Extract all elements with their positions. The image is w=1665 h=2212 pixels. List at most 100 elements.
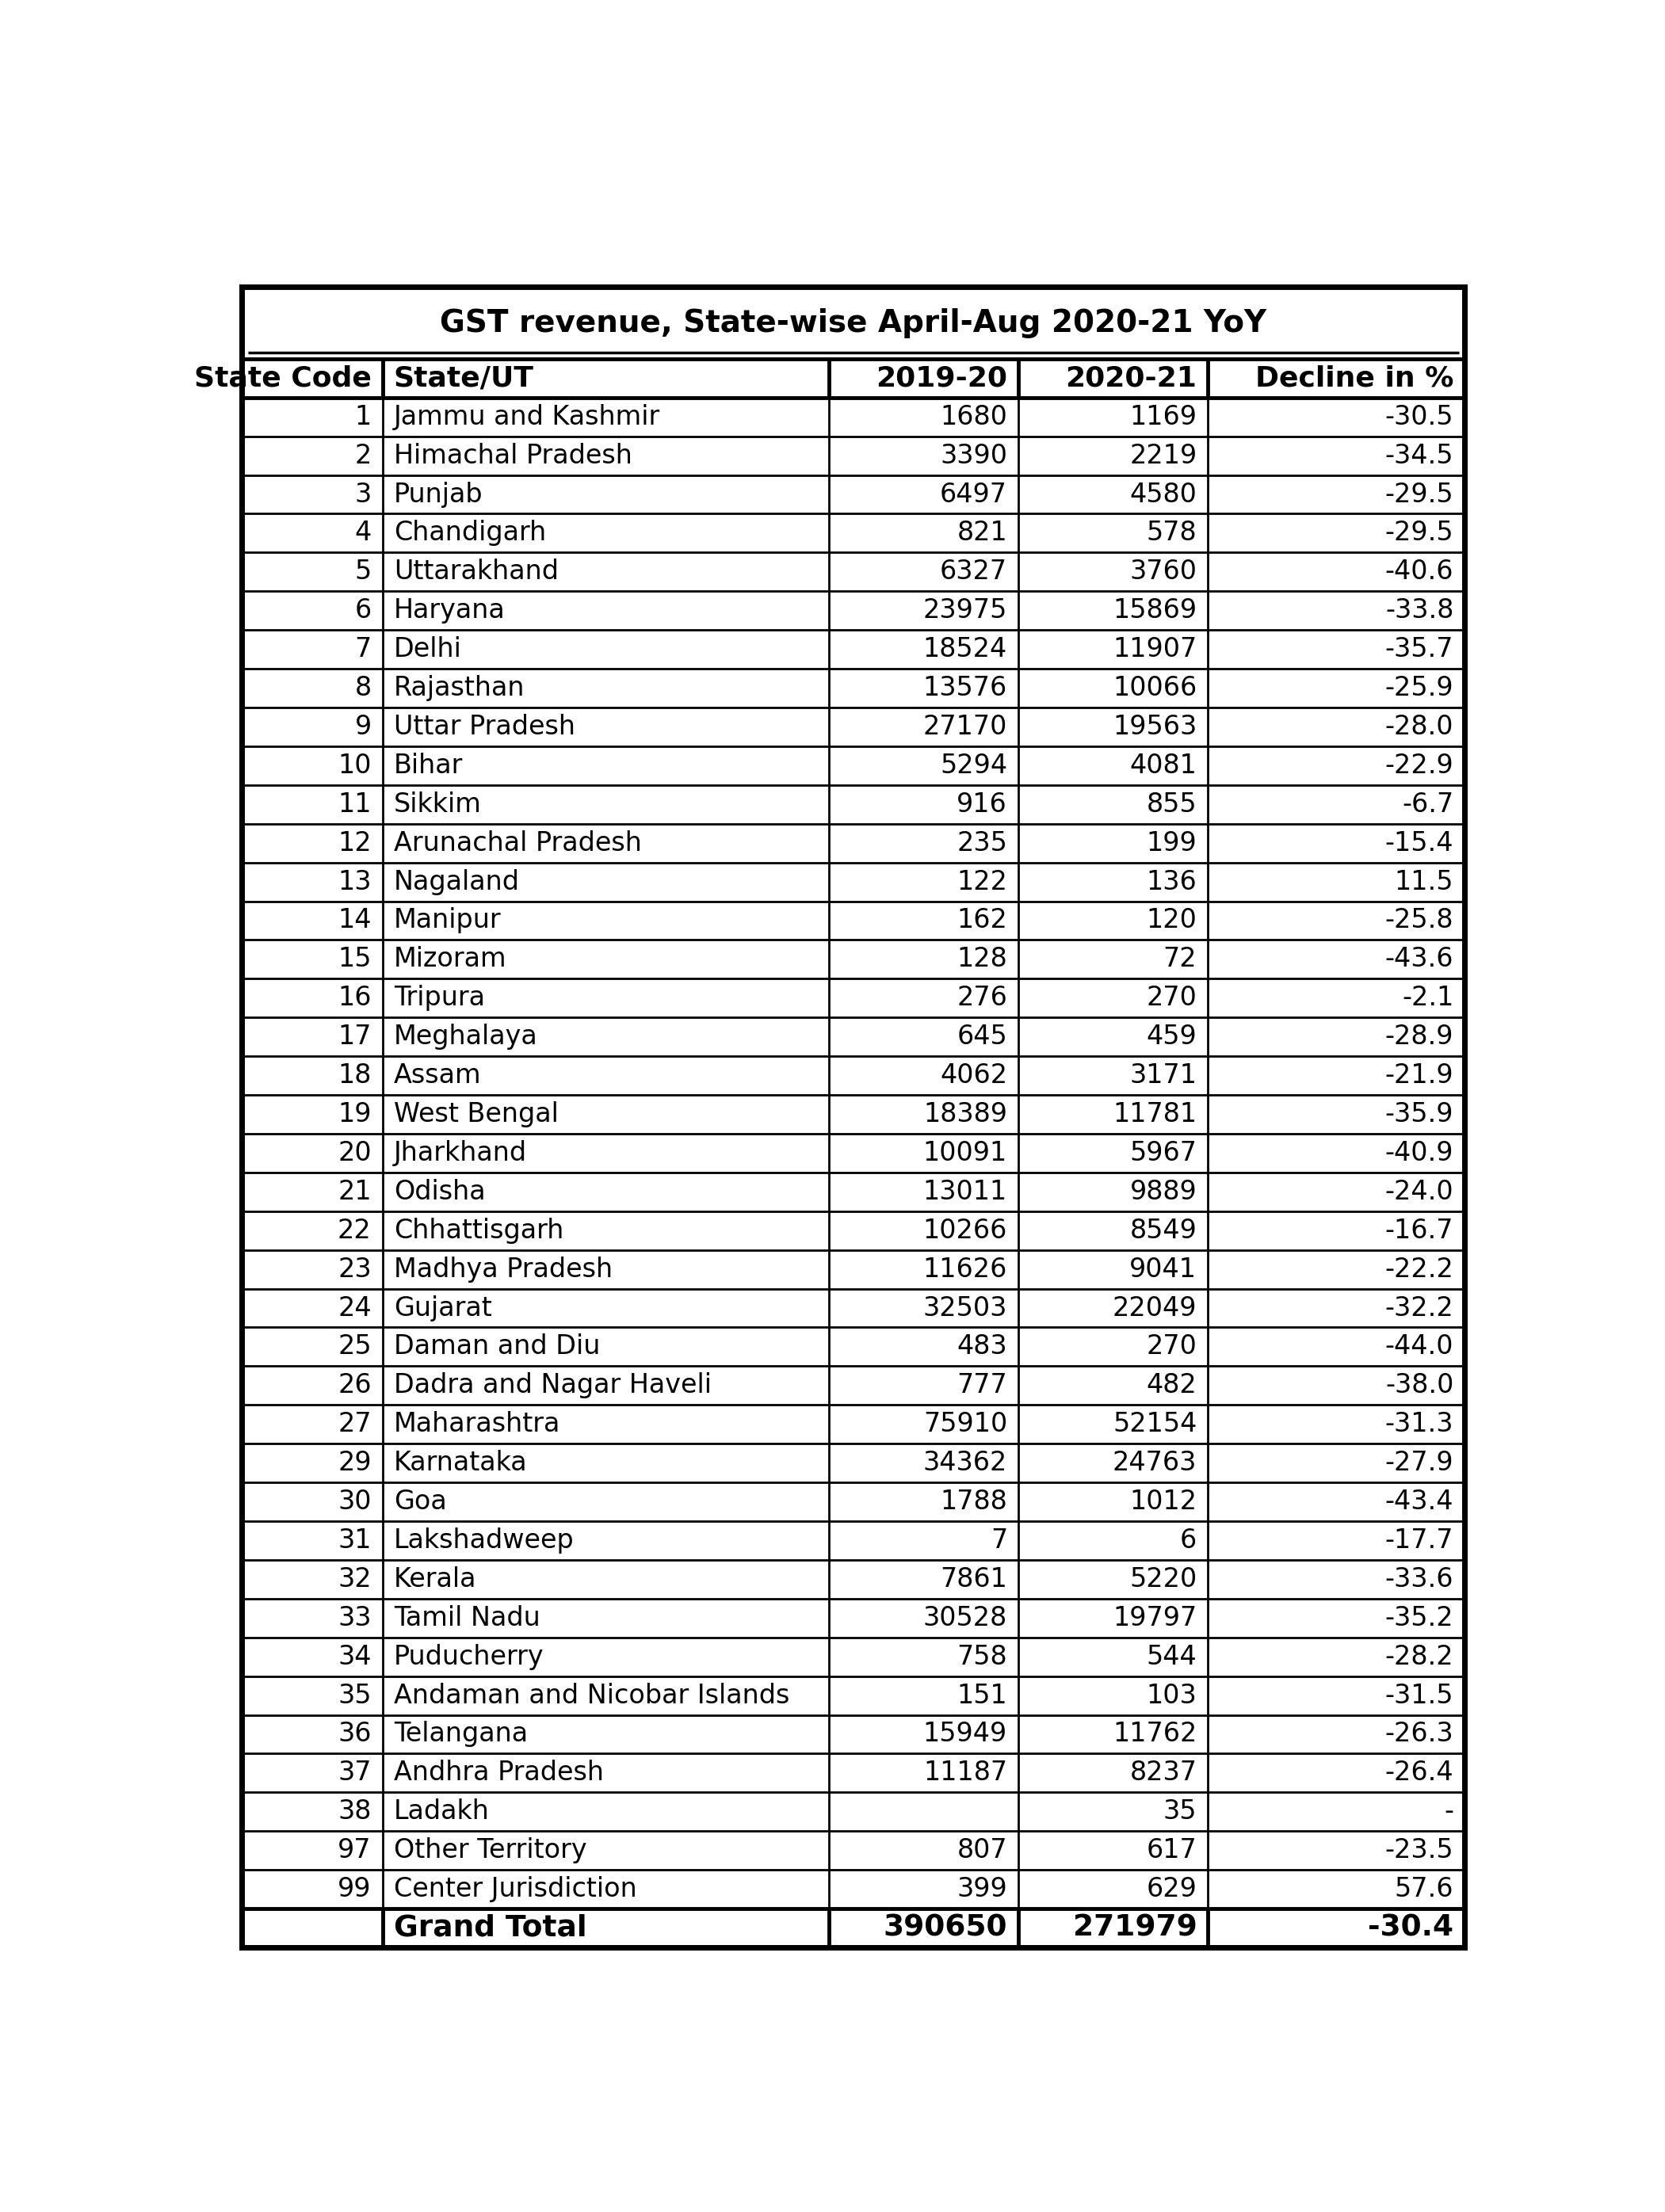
Text: 10: 10 (338, 752, 371, 779)
Text: 9041: 9041 (1129, 1256, 1197, 1283)
Text: 6: 6 (1180, 1528, 1197, 1553)
Text: 9889: 9889 (1131, 1179, 1197, 1206)
Text: 36: 36 (338, 1721, 371, 1747)
Text: 758: 758 (957, 1644, 1007, 1670)
Text: 482: 482 (1147, 1371, 1197, 1398)
Text: 1: 1 (355, 405, 371, 429)
Text: -17.7: -17.7 (1385, 1528, 1454, 1553)
Text: 11762: 11762 (1112, 1721, 1197, 1747)
Text: 821: 821 (957, 520, 1007, 546)
Text: 34362: 34362 (922, 1449, 1007, 1475)
Text: 390650: 390650 (884, 1913, 1007, 1942)
Text: 916: 916 (957, 792, 1007, 818)
Text: 2019-20: 2019-20 (876, 365, 1007, 392)
Text: -23.5: -23.5 (1385, 1838, 1454, 1863)
Text: 6327: 6327 (939, 560, 1007, 584)
Text: 35: 35 (1164, 1798, 1197, 1825)
Text: 7861: 7861 (941, 1566, 1007, 1593)
Text: Uttar Pradesh: Uttar Pradesh (393, 714, 574, 741)
Text: 10066: 10066 (1112, 675, 1197, 701)
Text: 11626: 11626 (922, 1256, 1007, 1283)
Text: -40.9: -40.9 (1385, 1139, 1454, 1166)
Text: 399: 399 (957, 1876, 1007, 1902)
Text: 617: 617 (1147, 1838, 1197, 1863)
Text: Punjab: Punjab (393, 482, 483, 507)
Text: -30.5: -30.5 (1385, 405, 1454, 429)
Text: 4580: 4580 (1129, 482, 1197, 507)
Text: Jharkhand: Jharkhand (393, 1139, 526, 1166)
Text: -26.3: -26.3 (1385, 1721, 1454, 1747)
Text: -35.9: -35.9 (1385, 1102, 1454, 1128)
Text: 270: 270 (1146, 1334, 1197, 1360)
Text: 578: 578 (1147, 520, 1197, 546)
Text: -30.4: -30.4 (1369, 1913, 1454, 1942)
Text: 122: 122 (957, 869, 1007, 896)
Text: 276: 276 (957, 984, 1007, 1011)
Text: 8549: 8549 (1129, 1217, 1197, 1243)
Text: Bihar: Bihar (393, 752, 463, 779)
Text: Other Territory: Other Territory (393, 1838, 586, 1863)
Text: 27170: 27170 (922, 714, 1007, 741)
Text: Tripura: Tripura (393, 984, 485, 1011)
Text: -2.1: -2.1 (1402, 984, 1454, 1011)
Text: 3171: 3171 (1129, 1062, 1197, 1088)
Text: 2219: 2219 (1129, 442, 1197, 469)
Text: -31.5: -31.5 (1385, 1683, 1454, 1708)
Text: 15949: 15949 (922, 1721, 1007, 1747)
Text: Uttarakhand: Uttarakhand (393, 560, 558, 584)
Text: -40.6: -40.6 (1385, 560, 1454, 584)
Text: 31: 31 (338, 1528, 371, 1553)
Text: 4081: 4081 (1129, 752, 1197, 779)
Text: State Code: State Code (195, 365, 371, 392)
Text: -38.0: -38.0 (1385, 1371, 1454, 1398)
Text: 162: 162 (957, 907, 1007, 933)
Text: 10091: 10091 (922, 1139, 1007, 1166)
Text: 12: 12 (338, 830, 371, 856)
Text: 483: 483 (957, 1334, 1007, 1360)
Text: 7: 7 (991, 1528, 1007, 1553)
Text: Andhra Pradesh: Andhra Pradesh (393, 1761, 604, 1785)
Text: Sikkim: Sikkim (393, 792, 481, 818)
Text: -33.8: -33.8 (1385, 597, 1454, 624)
Text: Lakshadweep: Lakshadweep (393, 1528, 574, 1553)
Text: Gujarat: Gujarat (393, 1294, 491, 1321)
Text: 34: 34 (338, 1644, 371, 1670)
Text: 27: 27 (338, 1411, 371, 1438)
Text: 15: 15 (338, 947, 371, 973)
Text: 13576: 13576 (922, 675, 1007, 701)
Text: 30528: 30528 (922, 1606, 1007, 1630)
Text: -33.6: -33.6 (1385, 1566, 1454, 1593)
Text: Puducherry: Puducherry (393, 1644, 544, 1670)
Text: 11187: 11187 (922, 1761, 1007, 1785)
Text: 3390: 3390 (941, 442, 1007, 469)
Text: 37: 37 (338, 1761, 371, 1785)
Text: -6.7: -6.7 (1402, 792, 1454, 818)
Text: -22.9: -22.9 (1385, 752, 1454, 779)
Text: Delhi: Delhi (393, 637, 461, 661)
Text: -27.9: -27.9 (1385, 1449, 1454, 1475)
Text: -44.0: -44.0 (1385, 1334, 1454, 1360)
Text: Karnataka: Karnataka (393, 1449, 528, 1475)
Text: 3760: 3760 (1129, 560, 1197, 584)
Text: 855: 855 (1147, 792, 1197, 818)
Text: 544: 544 (1147, 1644, 1197, 1670)
Text: 629: 629 (1146, 1876, 1197, 1902)
Text: Center Jurisdiction: Center Jurisdiction (393, 1876, 636, 1902)
Text: 23975: 23975 (922, 597, 1007, 624)
Text: 10266: 10266 (922, 1217, 1007, 1243)
Text: Tamil Nadu: Tamil Nadu (393, 1606, 539, 1630)
Text: Kerala: Kerala (393, 1566, 476, 1593)
Text: Daman and Diu: Daman and Diu (393, 1334, 599, 1360)
Text: Goa: Goa (393, 1489, 446, 1515)
Text: 26: 26 (338, 1371, 371, 1398)
Text: 4062: 4062 (939, 1062, 1007, 1088)
Text: 271979: 271979 (1072, 1913, 1197, 1942)
Text: 57.6: 57.6 (1395, 1876, 1454, 1902)
Text: 72: 72 (1164, 947, 1197, 973)
Text: -25.9: -25.9 (1385, 675, 1454, 701)
Text: 5967: 5967 (1129, 1139, 1197, 1166)
Text: -16.7: -16.7 (1385, 1217, 1454, 1243)
Text: 14: 14 (338, 907, 371, 933)
Text: 645: 645 (957, 1024, 1007, 1051)
Text: -24.0: -24.0 (1385, 1179, 1454, 1206)
